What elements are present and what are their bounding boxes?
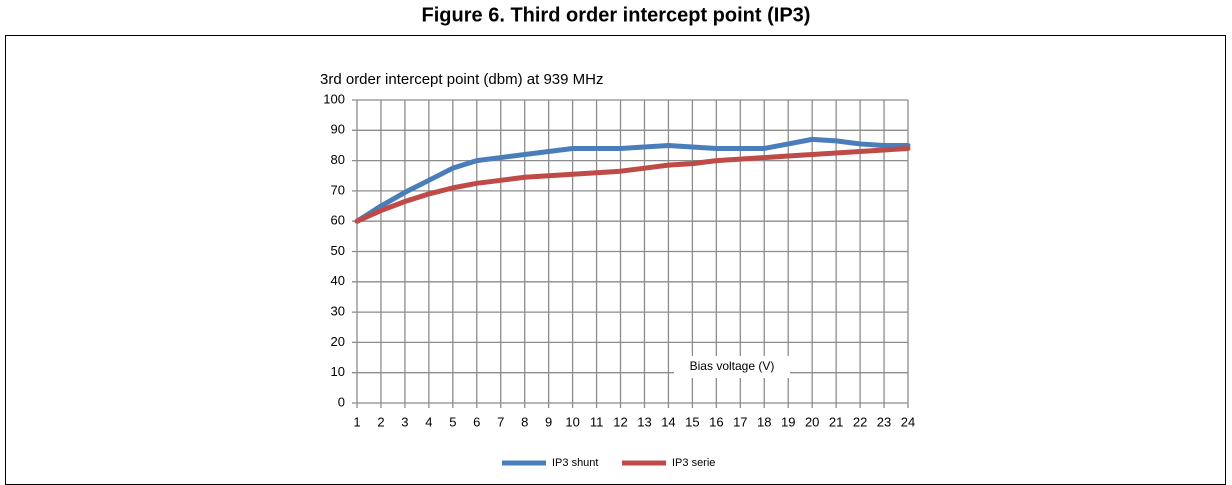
chart-title: 3rd order intercept point (dbm) at 939 M… — [320, 71, 603, 88]
x-tick-label: 11 — [590, 414, 604, 429]
y-tick-label: 20 — [331, 334, 345, 349]
x-tick-label: 3 — [401, 414, 408, 429]
y-tick-label: 0 — [338, 394, 345, 409]
y-tick-label: 30 — [331, 304, 345, 319]
x-tick-label: 16 — [709, 414, 723, 429]
y-tick-label: 90 — [331, 122, 345, 137]
legend-label: IP3 shunt — [552, 457, 598, 469]
figure-title: Figure 6. Third order intercept point (I… — [422, 4, 811, 26]
x-tick-label: 5 — [449, 414, 456, 429]
y-tick-label: 10 — [331, 364, 345, 379]
x-tick-label: 14 — [661, 414, 675, 429]
x-tick-label: 23 — [877, 414, 891, 429]
y-tick-label: 50 — [331, 243, 345, 258]
x-tick-label: 10 — [565, 414, 579, 429]
annotation-box — [674, 356, 790, 378]
x-tick-label: 13 — [637, 414, 651, 429]
x-tick-label: 22 — [853, 414, 867, 429]
x-tick-label: 6 — [473, 414, 480, 429]
annotation: Bias voltage (V) — [690, 359, 775, 373]
x-tick-label: 19 — [781, 414, 795, 429]
y-tick-label: 40 — [331, 273, 345, 288]
x-tick-label: 4 — [425, 414, 432, 429]
x-tick-label: 20 — [805, 414, 819, 429]
x-tick-label: 17 — [733, 414, 747, 429]
x-tick-label: 21 — [829, 414, 843, 429]
y-tick-label: 80 — [331, 152, 345, 167]
x-tick-label: 12 — [613, 414, 627, 429]
series-line — [354, 145, 911, 224]
x-tick-label: 24 — [901, 414, 915, 429]
y-tick-label: 100 — [323, 91, 345, 106]
x-tick-label: 8 — [521, 414, 528, 429]
x-tick-label: 18 — [757, 414, 771, 429]
x-tick-label: 1 — [353, 414, 360, 429]
y-tick-label: 70 — [331, 182, 345, 197]
x-tick-label: 15 — [685, 414, 699, 429]
y-tick-label: 60 — [331, 213, 345, 228]
x-tick-label: 2 — [377, 414, 384, 429]
legend-label: IP3 serie — [672, 457, 715, 469]
x-tick-label: 9 — [545, 414, 552, 429]
x-tick-label: 7 — [497, 414, 504, 429]
series-line — [354, 136, 911, 224]
